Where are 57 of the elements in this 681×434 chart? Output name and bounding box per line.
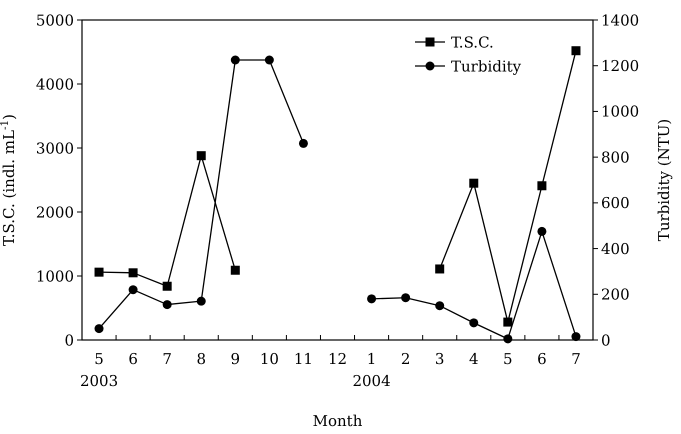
point [503, 334, 512, 344]
point [196, 151, 206, 160]
point [196, 296, 206, 306]
y2-tick-label: 1400 [601, 11, 640, 30]
x-tick-label: 6 [537, 350, 547, 368]
x-tick-label: 5 [503, 350, 513, 368]
y-tick-label: 0 [64, 331, 74, 350]
point [230, 56, 240, 64]
y-tick-label: 5000 [36, 11, 74, 30]
x-tick-label: 2 [400, 350, 410, 368]
y2-tick-label: 1200 [601, 56, 640, 75]
x-tick-label: 6 [128, 350, 138, 368]
x-tick-label: 10 [260, 350, 279, 368]
point [503, 318, 512, 327]
x-tick-label: 9 [230, 350, 240, 368]
x-tick-label: 8 [196, 350, 206, 368]
y2-tick-label: 400 [601, 240, 630, 258]
y-tick-label: 2000 [36, 203, 74, 222]
point [230, 266, 240, 275]
legend-label: T.S.C. [451, 33, 494, 52]
x-tick-label: 11 [294, 350, 313, 368]
x-tick-label: 5 2003 [80, 350, 118, 390]
point [264, 56, 274, 64]
x-tick-label: 3 [434, 350, 444, 368]
point [128, 268, 138, 278]
x-tick-label: 1 2004 [352, 350, 391, 390]
y2-tick-label: 1000 [601, 102, 640, 121]
x-axis-title: Month [312, 412, 363, 430]
x-tick-label: 7 [571, 350, 581, 368]
point [128, 285, 138, 294]
y-tick-label: 1000 [36, 267, 74, 286]
legend-label: Turbidity [451, 57, 522, 76]
y2-tick-label: 600 [601, 194, 630, 212]
point [367, 294, 376, 304]
y2-tick-label: 0 [601, 331, 611, 350]
y-tick-label: 3000 [36, 139, 74, 158]
y2-tick-label: 800 [601, 148, 630, 166]
point [435, 264, 444, 274]
point [162, 282, 172, 291]
point [537, 181, 546, 190]
point [94, 324, 104, 334]
x-tick-label: 12 [328, 350, 348, 368]
point [571, 46, 580, 56]
y-tick-label: 4000 [36, 75, 74, 94]
point [162, 300, 172, 310]
point [401, 293, 410, 302]
y2-tick-label: 200 [601, 286, 630, 304]
x-tick-label: 7 [162, 350, 172, 368]
point [469, 178, 478, 188]
x-tick-label: 4 [468, 350, 479, 368]
point [94, 268, 104, 277]
point [298, 138, 308, 148]
point [537, 226, 546, 236]
point [469, 318, 478, 328]
point [571, 332, 580, 342]
y2-axis-title: Turbidity (NTU) [655, 118, 673, 242]
point [435, 301, 444, 310]
